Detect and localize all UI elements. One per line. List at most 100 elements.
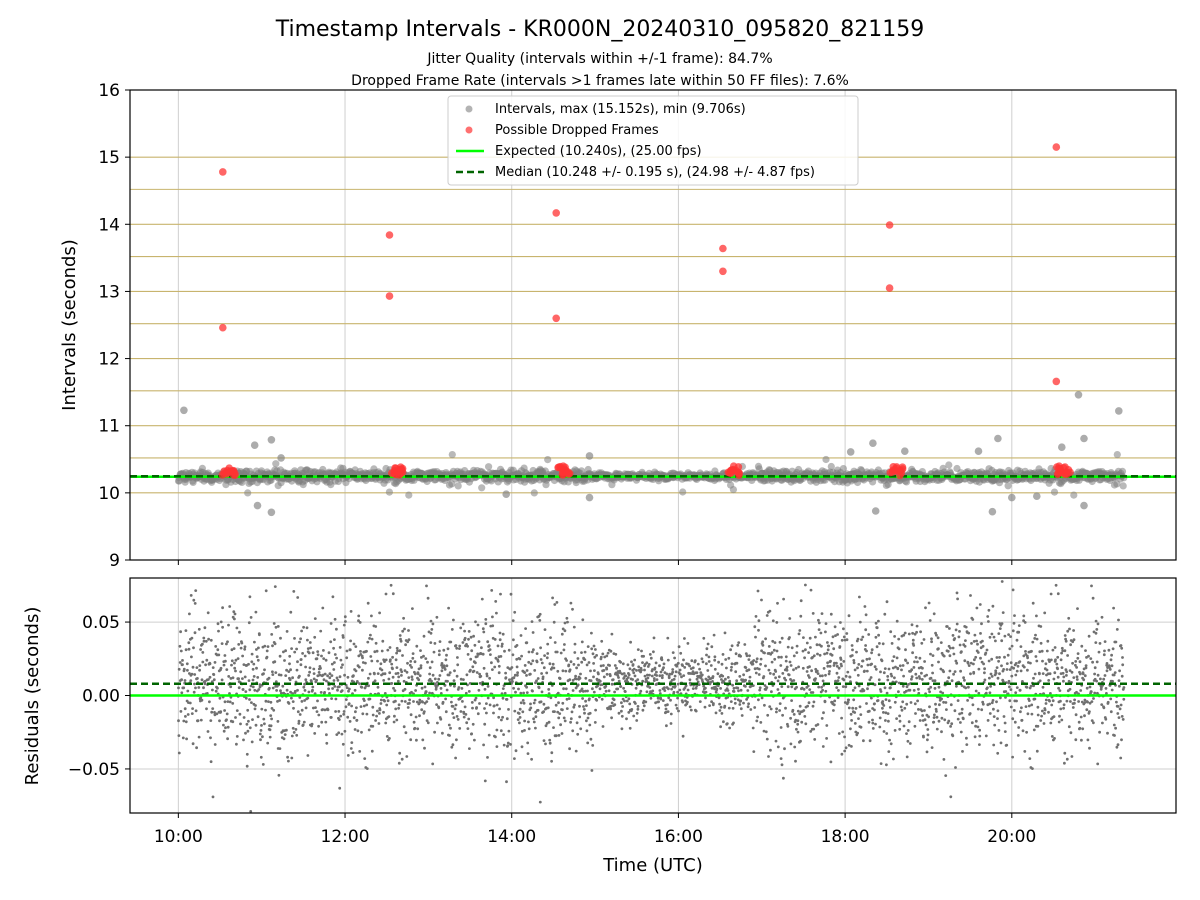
residual-point	[1022, 654, 1026, 658]
residual-point	[988, 712, 992, 715]
residual-point	[252, 662, 256, 666]
residual-point	[491, 624, 495, 628]
residual-point	[599, 655, 603, 659]
residual-point	[309, 646, 312, 650]
residual-point	[650, 674, 654, 678]
interval-point	[244, 489, 252, 497]
residual-point	[753, 706, 757, 709]
residual-point	[853, 668, 857, 672]
residual-point	[525, 669, 529, 672]
residual-point	[438, 640, 442, 643]
residual-point	[486, 640, 490, 644]
residual-point	[623, 690, 627, 693]
residual-point	[578, 704, 581, 708]
residual-point	[507, 648, 511, 652]
residual-point	[593, 669, 596, 672]
residual-point	[908, 688, 912, 692]
residual-point	[681, 700, 685, 704]
residual-point	[992, 635, 996, 639]
residual-point	[840, 664, 843, 668]
residual-point	[186, 689, 190, 693]
residual-point	[518, 716, 522, 719]
residual-point	[636, 707, 640, 711]
residual-point	[531, 631, 535, 634]
residual-point	[1002, 668, 1005, 671]
residual-point	[792, 668, 795, 672]
residual-point	[336, 688, 339, 692]
residual-point	[796, 730, 800, 734]
residual-point	[1073, 701, 1076, 705]
residual-point	[235, 742, 238, 746]
residual-point	[287, 670, 291, 673]
residual-point	[925, 750, 929, 754]
residual-point	[457, 686, 461, 689]
residual-point	[289, 690, 292, 694]
residual-point	[392, 720, 396, 724]
residual-point	[390, 662, 394, 666]
residual-point	[538, 800, 542, 804]
residual-point	[655, 674, 659, 677]
residual-point	[1011, 629, 1015, 633]
residual-point	[669, 698, 672, 702]
interval-outlier-point	[994, 434, 1002, 443]
residual-point	[254, 723, 258, 727]
residual-point	[592, 675, 595, 679]
residual-point	[412, 700, 415, 703]
residual-point	[417, 678, 421, 682]
residual-point	[177, 734, 181, 737]
residual-point	[669, 722, 673, 725]
residual-point	[265, 649, 269, 653]
residual-point	[360, 685, 364, 689]
residual-point	[426, 660, 429, 664]
residual-point	[207, 637, 211, 641]
residual-point	[276, 700, 279, 703]
residual-point	[205, 707, 208, 711]
residual-point	[940, 697, 943, 701]
residual-point	[561, 708, 564, 712]
residual-point	[215, 712, 219, 716]
residual-point	[659, 697, 663, 701]
residual-point	[317, 671, 321, 674]
residual-point	[391, 592, 395, 596]
residual-point	[447, 673, 451, 677]
residual-point	[484, 618, 488, 621]
residual-point	[776, 688, 780, 691]
residual-point	[961, 750, 964, 753]
residual-point	[199, 696, 203, 700]
residual-point	[557, 734, 561, 737]
residual-point	[1017, 630, 1021, 634]
residual-point	[194, 589, 198, 592]
residual-point	[334, 710, 337, 713]
residual-point	[673, 684, 677, 688]
residual-point	[357, 614, 361, 618]
residual-point	[402, 725, 406, 729]
residual-point	[862, 689, 866, 692]
residual-point	[256, 658, 260, 662]
residual-point	[561, 627, 565, 631]
residual-point	[893, 635, 896, 638]
residual-point	[729, 700, 733, 703]
residual-point	[279, 673, 283, 677]
residual-point	[566, 620, 569, 624]
residual-point	[564, 687, 568, 691]
residual-point	[523, 729, 526, 732]
residual-point	[1014, 662, 1018, 665]
residual-point	[362, 704, 366, 708]
residual-point	[601, 652, 605, 656]
residual-point	[458, 727, 462, 730]
residual-point	[529, 702, 532, 706]
residual-point	[254, 704, 257, 707]
residual-point	[370, 614, 373, 618]
residual-point	[409, 713, 413, 717]
residual-point	[255, 666, 258, 670]
residual-point	[815, 669, 819, 673]
residual-point	[568, 668, 572, 672]
residual-point	[963, 644, 967, 648]
residual-point	[338, 786, 342, 790]
residual-point	[213, 711, 216, 714]
residual-point	[272, 708, 276, 712]
residual-point	[960, 650, 963, 654]
residual-point	[714, 711, 718, 715]
residual-point	[529, 706, 533, 710]
